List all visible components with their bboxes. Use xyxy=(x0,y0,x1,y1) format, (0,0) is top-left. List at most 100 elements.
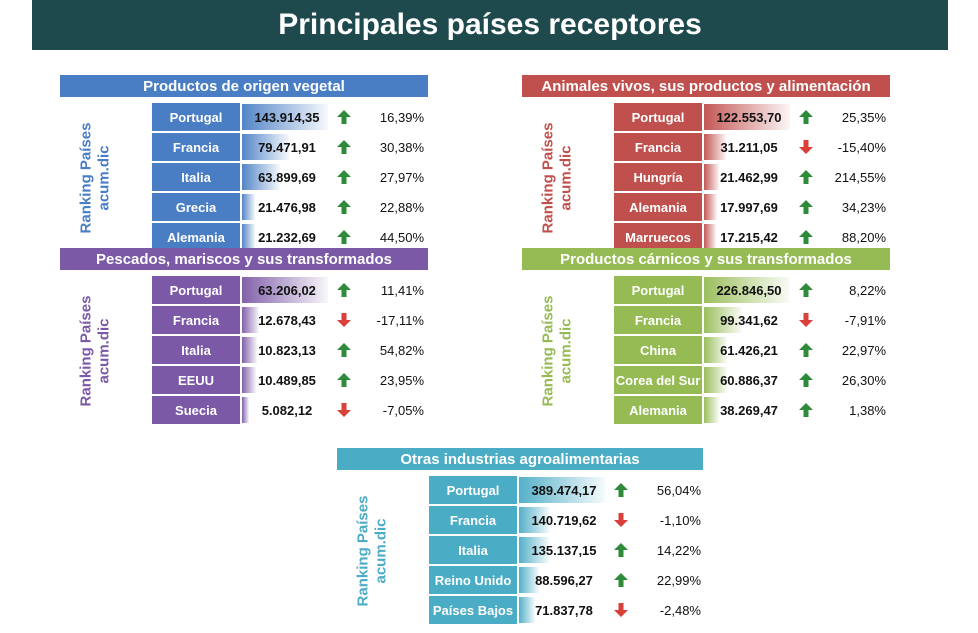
change-percent: 8,22% xyxy=(849,282,886,298)
arrow-up-icon xyxy=(337,170,351,184)
arrow-down-icon xyxy=(337,403,351,417)
arrow-up-icon xyxy=(799,230,813,244)
arrow-down-icon xyxy=(614,603,628,617)
data-bar xyxy=(704,224,716,250)
data-bar xyxy=(242,367,256,393)
arrow-down-icon xyxy=(614,513,628,527)
data-bar xyxy=(242,307,259,333)
change-percent: 214,55% xyxy=(834,169,886,185)
side-label-line: Ranking Países xyxy=(539,295,557,407)
arrow-up-icon xyxy=(799,343,813,357)
arrow-up-icon xyxy=(799,403,813,417)
side-label-line: acum.dic xyxy=(95,145,113,211)
value-label: 140.719,62 xyxy=(531,512,597,528)
country-label: Portugal xyxy=(429,476,517,504)
side-label-line: acum.dic xyxy=(557,318,575,384)
arrow-up-icon xyxy=(337,140,351,154)
arrow-up-icon xyxy=(614,483,628,497)
country-label: EEUU xyxy=(152,366,240,394)
data-bar xyxy=(704,337,727,363)
change-percent: -2,48% xyxy=(659,602,701,618)
change-percent: -15,40% xyxy=(837,139,886,155)
country-label: Corea del Sur xyxy=(614,366,702,394)
country-label: Francia xyxy=(429,506,517,534)
data-bar xyxy=(519,597,535,623)
ranking-side-label: Ranking Países acum.dic xyxy=(60,103,130,253)
panel-title: Productos cárnicos y sus transformados xyxy=(522,248,890,270)
panel-title: Productos de origen vegetal xyxy=(60,75,428,97)
side-label-line: acum.dic xyxy=(95,318,113,384)
data-bar xyxy=(704,104,790,130)
ranking-side-label: Ranking Países acum.dic xyxy=(337,476,407,626)
value-label: 38.269,47 xyxy=(720,402,778,418)
country-label: Italia xyxy=(152,336,240,364)
change-percent: 16,39% xyxy=(379,109,424,125)
panel-title: Animales vivos, sus productos y alimenta… xyxy=(522,75,890,97)
ranking-side-label: Ranking Países acum.dic xyxy=(522,103,592,253)
value-label: 17.215,42 xyxy=(720,229,778,245)
value-label: 88.596,27 xyxy=(535,572,593,588)
country-label: Grecia xyxy=(152,193,240,221)
data-bar xyxy=(242,104,328,130)
arrow-up-icon xyxy=(337,283,351,297)
value-label: 5.082,12 xyxy=(261,402,313,418)
change-percent: 34,23% xyxy=(841,199,886,215)
change-percent: 27,97% xyxy=(379,169,424,185)
change-percent: 22,99% xyxy=(656,572,701,588)
change-percent: 22,88% xyxy=(379,199,424,215)
value-label: 63.899,69 xyxy=(258,169,316,185)
value-label: 21.462,99 xyxy=(720,169,778,185)
arrow-up-icon xyxy=(799,200,813,214)
country-label: Francia xyxy=(152,133,240,161)
arrow-up-icon xyxy=(337,200,351,214)
arrow-up-icon xyxy=(799,283,813,297)
change-percent: 30,38% xyxy=(379,139,424,155)
value-label: 17.997,69 xyxy=(720,199,778,215)
side-label-line: acum.dic xyxy=(372,518,390,584)
value-label: 143.914,35 xyxy=(254,109,320,125)
change-percent: -17,11% xyxy=(376,312,424,328)
arrow-up-icon xyxy=(799,170,813,184)
data-bar xyxy=(242,164,280,190)
value-label: 389.474,17 xyxy=(531,482,597,498)
value-label: 226.846,50 xyxy=(716,282,782,298)
change-percent: 54,82% xyxy=(379,342,424,358)
change-percent: 11,41% xyxy=(380,282,424,298)
arrow-down-icon xyxy=(337,313,351,327)
country-label: Francia xyxy=(152,306,240,334)
value-label: 21.476,98 xyxy=(258,199,316,215)
country-label: Italia xyxy=(429,536,517,564)
side-label-line: Ranking Países xyxy=(77,295,95,407)
country-label: Alemania xyxy=(152,223,240,251)
data-bar xyxy=(242,337,257,363)
change-percent: -7,05% xyxy=(382,402,424,418)
value-label: 63.206,02 xyxy=(258,282,316,298)
data-bar xyxy=(242,224,255,250)
data-bar xyxy=(704,194,717,220)
country-label: Portugal xyxy=(614,276,702,304)
side-label-line: Ranking Países xyxy=(77,122,95,234)
value-label: 61.426,21 xyxy=(720,342,778,358)
side-label-line: acum.dic xyxy=(557,145,575,211)
country-label: Portugal xyxy=(152,103,240,131)
data-bar xyxy=(242,397,249,423)
value-label: 31.211,05 xyxy=(720,139,778,155)
data-bar xyxy=(519,507,550,533)
change-percent: 56,04% xyxy=(656,482,701,498)
value-label: 60.886,37 xyxy=(720,372,778,388)
arrow-up-icon xyxy=(614,573,628,587)
data-bar xyxy=(704,277,790,303)
data-bar xyxy=(519,477,605,503)
change-percent: 25,35% xyxy=(841,109,886,125)
data-bar xyxy=(704,134,726,160)
arrow-up-icon xyxy=(799,110,813,124)
change-percent: 26,30% xyxy=(841,372,886,388)
country-label: Portugal xyxy=(152,276,240,304)
ranking-side-label: Ranking Países acum.dic xyxy=(60,276,130,426)
arrow-down-icon xyxy=(799,140,813,154)
arrow-up-icon xyxy=(337,373,351,387)
data-bar xyxy=(242,277,328,303)
value-label: 10.823,13 xyxy=(258,342,316,358)
value-label: 99.341,62 xyxy=(720,312,778,328)
country-label: Francia xyxy=(614,306,702,334)
